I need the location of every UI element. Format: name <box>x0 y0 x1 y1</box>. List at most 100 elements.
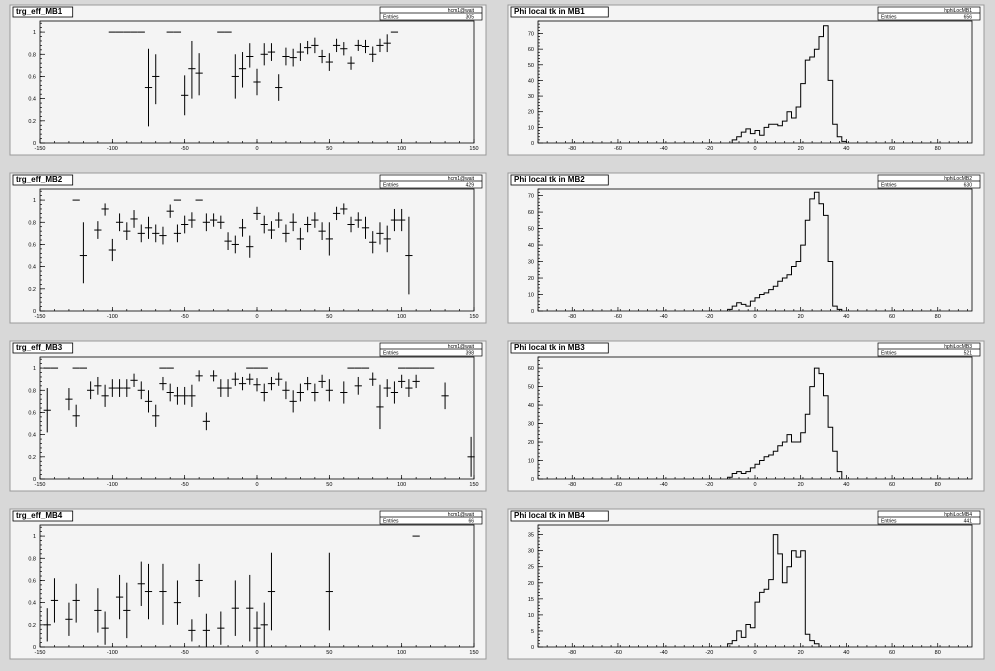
y-tick-label: 0.6 <box>28 74 36 80</box>
data-point <box>441 382 449 410</box>
data-point <box>340 203 348 215</box>
data-point <box>152 224 160 243</box>
x-tick-label: -50 <box>181 482 189 488</box>
y-tick-label: 0.8 <box>28 388 36 394</box>
y-tick-label: 40 <box>528 403 534 409</box>
data-point <box>246 235 254 258</box>
stats-box: hphiLocMB3 Entries 521 <box>877 342 981 357</box>
data-point <box>224 232 232 250</box>
y-tick-label: 40 <box>528 243 534 249</box>
x-tick-label: -20 <box>705 314 713 320</box>
data-point <box>354 376 362 395</box>
data-point <box>238 52 247 88</box>
y-tick-label: 1 <box>33 534 36 540</box>
stats-box-frame <box>877 510 981 525</box>
data-point <box>188 384 196 407</box>
pad-5: -150 -100 -50 0 50 100 150 0 0.2 0.4 0.6 0.8 1 trg_ef… <box>9 340 487 492</box>
data-point <box>123 222 131 241</box>
x-tick-label: -100 <box>107 314 118 320</box>
x-tick-label: -20 <box>705 146 713 152</box>
x-tick-label: -80 <box>568 146 576 152</box>
stats-entries-label: Entries <box>881 183 897 189</box>
stats-entries-label: Entries <box>383 15 399 21</box>
data-point <box>231 372 239 386</box>
y-tick-label: 50 <box>528 227 534 233</box>
histogram-series <box>727 367 843 479</box>
y-tick-label: 0.6 <box>28 410 36 416</box>
data-point <box>376 38 384 53</box>
y-tick-label: 30 <box>528 549 534 555</box>
pad-title: Phi local tk in MB4 <box>510 510 609 522</box>
stats-entries-value: 630 <box>964 183 973 189</box>
stats-box-frame <box>877 342 981 357</box>
x-tick-label: -20 <box>705 650 713 656</box>
x-tick-label: 150 <box>469 314 478 320</box>
data-point <box>318 374 326 389</box>
y-tick-label: 10 <box>528 459 534 465</box>
y-tick-label: 20 <box>528 440 534 446</box>
data-point <box>311 212 319 228</box>
x-tick-label: -40 <box>660 650 668 656</box>
data-point <box>159 376 167 391</box>
x-tick-label: -50 <box>181 146 189 152</box>
x-tick-label: 100 <box>397 146 406 152</box>
stats-entries-label: Entries <box>383 519 399 525</box>
stats-entries-label: Entries <box>881 519 897 525</box>
data-point <box>101 203 109 216</box>
data-point <box>238 376 247 391</box>
x-tick-label: 0 <box>753 482 756 488</box>
data-point <box>383 34 391 53</box>
x-tick-label: 0 <box>255 146 258 152</box>
y-tick-label: 0.2 <box>28 287 36 293</box>
x-tick-label: 50 <box>326 482 332 488</box>
x-tick-label: 60 <box>889 482 895 488</box>
data-point <box>289 48 297 67</box>
data-point <box>467 436 475 477</box>
y-tick-label: 1 <box>33 30 36 36</box>
data-point <box>137 224 145 243</box>
x-tick-label: 50 <box>326 314 332 320</box>
data-point <box>152 54 160 105</box>
stats-box-frame <box>877 6 981 21</box>
stats-entries-label: Entries <box>383 183 399 189</box>
data-point <box>376 384 384 430</box>
pad-title: trg_eff_MB4 <box>12 510 74 522</box>
stats-box: hcm1@wait Entries 305 <box>379 6 483 21</box>
stats-box: hcm1@wait Entries 66 <box>379 510 483 525</box>
x-tick-label: 40 <box>843 482 849 488</box>
data-point <box>181 386 189 405</box>
stats-box: hphiLocMB1 Entries 656 <box>877 6 981 21</box>
stats-name: hphiLocMB4 <box>944 512 972 518</box>
y-tick-label: 0.6 <box>28 578 36 584</box>
pad-1: -150 -100 -50 0 50 100 150 0 0.2 0.4 0.6 0.8 1 trg_ef… <box>9 4 487 156</box>
histogram-series <box>727 191 843 311</box>
x-tick-label: 0 <box>255 650 258 656</box>
y-tick-label: 10 <box>528 293 534 299</box>
x-tick-label: 40 <box>843 146 849 152</box>
data-point <box>246 43 254 68</box>
stats-box: hcm1@wait Entries 398 <box>379 342 483 357</box>
stats-box: hphiLocMB4 Entries 441 <box>877 510 981 525</box>
x-tick-label: -100 <box>107 482 118 488</box>
stats-box-frame <box>379 342 483 357</box>
stats-name: hcm1@wait <box>448 8 475 14</box>
x-tick-label: -60 <box>614 314 622 320</box>
data-point <box>318 49 326 64</box>
data-point <box>354 212 362 228</box>
data-point <box>325 379 333 402</box>
stats-name: hcm1@wait <box>448 176 475 182</box>
pad-title: trg_eff_MB3 <box>12 342 74 354</box>
data-point <box>65 602 73 636</box>
y-tick-label: 40 <box>528 78 534 84</box>
stats-box-frame <box>379 510 483 525</box>
data-point <box>65 388 73 411</box>
y-tick-label: 0.4 <box>28 601 36 607</box>
data-point <box>340 381 348 404</box>
x-tick-label: -150 <box>34 146 45 152</box>
y-tick-label: 30 <box>528 260 534 266</box>
x-tick-label: 80 <box>935 314 941 320</box>
data-point <box>144 563 153 620</box>
x-tick-label: -50 <box>181 314 189 320</box>
data-point <box>325 53 333 71</box>
x-tick-label: 100 <box>397 650 406 656</box>
